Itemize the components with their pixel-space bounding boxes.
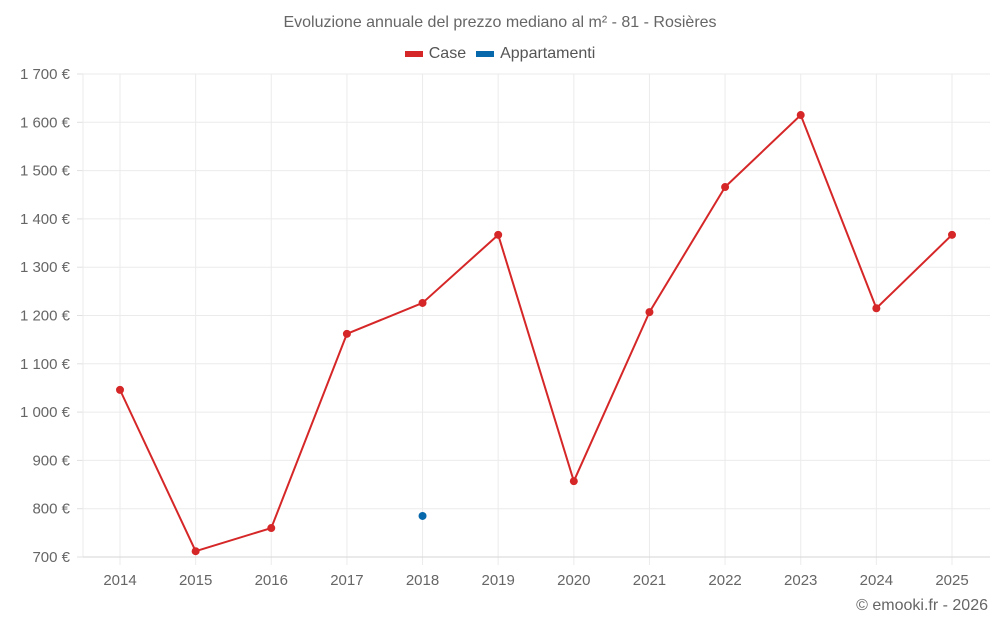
legend-item-case[interactable]: Case: [404, 45, 467, 63]
x-tick-label: 2017: [330, 572, 363, 589]
x-tick-label: 2023: [784, 572, 817, 589]
y-tick-label: 1 000 €: [20, 404, 71, 421]
x-tick-label: 2020: [557, 572, 590, 589]
y-tick-label: 1 100 €: [20, 356, 71, 373]
data-point-case[interactable]: [948, 230, 956, 239]
x-tick-label: 2024: [860, 572, 893, 589]
y-tick-label: 1 200 €: [20, 308, 71, 325]
x-tick-label: 2016: [255, 572, 288, 589]
x-tick-label: 2018: [406, 572, 439, 589]
chart-legend: Case Appartamenti: [0, 45, 1000, 63]
x-tick-label: 2014: [103, 572, 136, 589]
x-tick-label: 2015: [179, 572, 212, 589]
x-tick-label: 2021: [633, 572, 666, 589]
data-point-appartamenti[interactable]: [418, 511, 427, 520]
data-point-case[interactable]: [116, 385, 124, 394]
data-point-case[interactable]: [721, 183, 730, 192]
data-point-case[interactable]: [267, 524, 276, 533]
y-tick-label: 1 400 €: [20, 211, 71, 228]
chart-title: Evoluzione annuale del prezzo mediano al…: [283, 14, 717, 31]
y-tick-label: 700 €: [32, 549, 70, 566]
legend-swatch-appartamenti-icon: [476, 51, 495, 57]
data-point-case[interactable]: [494, 230, 503, 239]
series-line-case: [119, 114, 953, 553]
data-point-case[interactable]: [418, 298, 427, 307]
y-tick-label: 1 300 €: [20, 259, 71, 276]
y-tick-label: 1 700 €: [20, 66, 71, 83]
data-point-case[interactable]: [342, 329, 351, 338]
data-point-case[interactable]: [191, 547, 200, 556]
x-tick-label: 2025: [935, 572, 968, 589]
y-tick-label: 1 600 €: [20, 114, 71, 131]
legend-label-case: Case: [428, 45, 467, 62]
y-tick-label: 900 €: [32, 452, 70, 469]
data-point-case[interactable]: [796, 111, 805, 120]
copyright-credit: © emooki.fr - 2026: [856, 597, 988, 614]
x-tick-label: 2019: [481, 572, 514, 589]
x-tick-label: 2022: [708, 572, 741, 589]
data-point-case[interactable]: [569, 477, 578, 486]
y-tick-label: 1 500 €: [20, 163, 71, 180]
legend-swatch-case-icon: [404, 51, 423, 57]
legend-item-appartamenti[interactable]: Appartamenti: [476, 45, 595, 63]
data-point-case[interactable]: [645, 308, 654, 317]
y-tick-label: 800 €: [32, 501, 70, 518]
legend-label-appartamenti: Appartamenti: [500, 45, 596, 62]
data-point-case[interactable]: [872, 304, 881, 313]
